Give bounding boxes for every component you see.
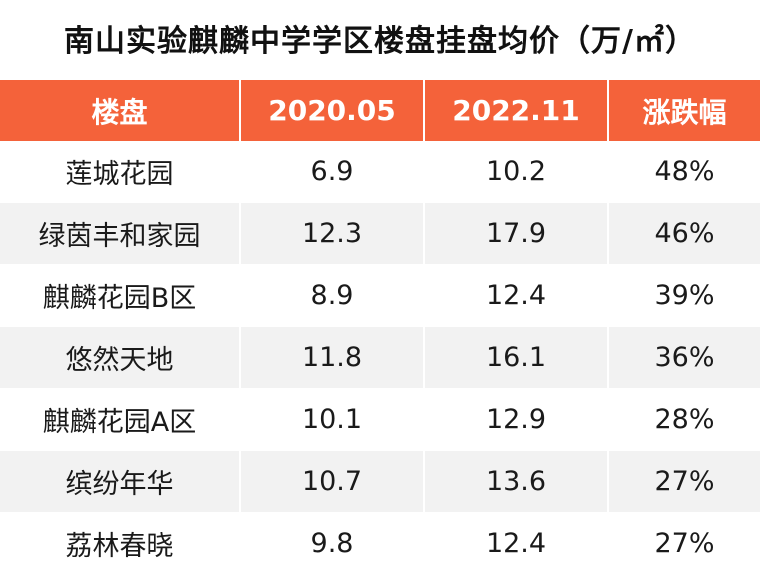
estate-name-cell: 缤纷年华 [0, 450, 241, 513]
column-header-estate: 楼盘 [0, 80, 241, 141]
estate-name-cell: 悠然天地 [0, 326, 241, 389]
change-cell: 46% [608, 202, 760, 265]
header-row: 楼盘 2020.05 2022.11 涨跌幅 [0, 80, 760, 141]
column-header-2020-05: 2020.05 [240, 80, 425, 141]
price-2022-cell: 13.6 [424, 450, 609, 513]
price-2020-cell: 10.1 [240, 388, 425, 451]
estate-name-cell: 麒麟花园A区 [0, 388, 241, 451]
change-cell: 27% [608, 450, 760, 513]
price-2022-cell: 12.4 [424, 264, 609, 327]
price-2020-cell: 12.3 [240, 202, 425, 265]
estate-name-cell: 荔林春晓 [0, 512, 241, 575]
table-row: 麒麟花园B区 8.9 12.4 39% [0, 264, 760, 327]
change-cell: 27% [608, 512, 760, 575]
table-row: 莲城花园 6.9 10.2 48% [0, 141, 760, 203]
estate-name-cell: 绿茵丰和家园 [0, 202, 241, 265]
table-row: 绿茵丰和家园 12.3 17.9 46% [0, 202, 760, 265]
change-cell: 36% [608, 326, 760, 389]
price-2020-cell: 9.8 [240, 512, 425, 575]
change-cell: 39% [608, 264, 760, 327]
price-2022-cell: 12.4 [424, 512, 609, 575]
table-row: 缤纷年华 10.7 13.6 27% [0, 450, 760, 513]
price-2020-cell: 10.7 [240, 450, 425, 513]
chart-title: 南山实验麒麟中学学区楼盘挂盘均价（万/㎡） [64, 24, 696, 59]
table-row: 荔林春晓 9.8 12.4 27% [0, 512, 760, 575]
table-row: 悠然天地 11.8 16.1 36% [0, 326, 760, 389]
price-table: 楼盘 2020.05 2022.11 涨跌幅 莲城花园 6.9 10.2 48%… [0, 80, 760, 575]
price-2022-cell: 17.9 [424, 202, 609, 265]
price-2022-cell: 10.2 [424, 141, 609, 203]
price-2022-cell: 16.1 [424, 326, 609, 389]
estate-name-cell: 莲城花园 [0, 141, 241, 203]
price-2020-cell: 8.9 [240, 264, 425, 327]
price-2022-cell: 12.9 [424, 388, 609, 451]
price-2020-cell: 11.8 [240, 326, 425, 389]
change-cell: 28% [608, 388, 760, 451]
column-header-2022-11: 2022.11 [424, 80, 609, 141]
price-2020-cell: 6.9 [240, 141, 425, 203]
column-header-change: 涨跌幅 [608, 80, 760, 141]
table-row: 麒麟花园A区 10.1 12.9 28% [0, 388, 760, 451]
change-cell: 48% [608, 141, 760, 203]
estate-name-cell: 麒麟花园B区 [0, 264, 241, 327]
